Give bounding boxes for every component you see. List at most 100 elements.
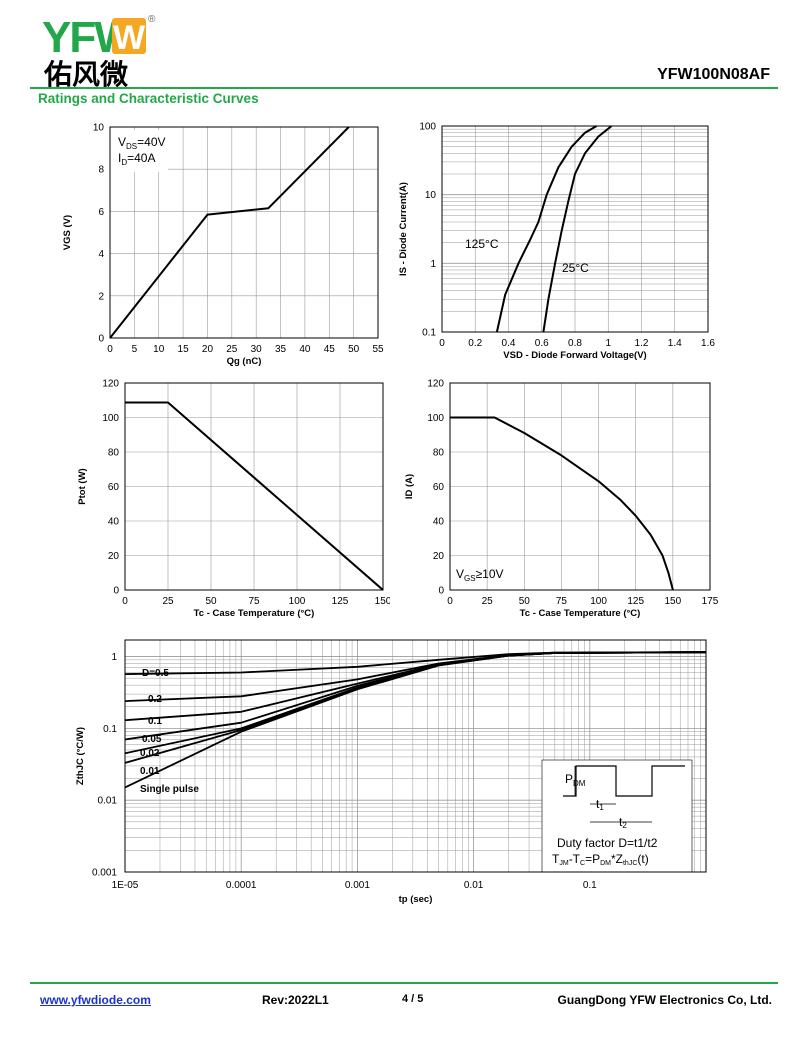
x-tick-label: 1.2 [635, 338, 649, 349]
y-tick-label: 20 [108, 551, 120, 562]
x-tick-label: 0.01 [464, 880, 484, 891]
x-tick-label: 0 [447, 596, 453, 607]
series-line-0 [450, 416, 674, 591]
x-tick-label: 50 [205, 596, 217, 607]
series-label-25c: 25°C [562, 261, 589, 275]
chart-annotation: VDS=40V ID=40A [110, 130, 168, 172]
x-tick-label: 125 [627, 596, 644, 607]
x-tick-label: 15 [178, 344, 190, 355]
section-title: Ratings and Characteristic Curves [38, 91, 259, 106]
annotation-vgs: VGS≥10V [456, 567, 504, 583]
y-tick-label: 100 [102, 413, 119, 424]
plot-frame [109, 126, 379, 339]
x-tick-label: 1.4 [668, 338, 682, 349]
x-tick-label: 1E-05 [112, 880, 139, 891]
x-tick-label: 0 [122, 596, 128, 607]
x-tick-label: 100 [590, 596, 607, 607]
y-axis-label: IS - Diode Current(A) [398, 182, 409, 276]
x-tick-label: 35 [275, 344, 287, 355]
x-tick-label: 0.0001 [226, 880, 257, 891]
transient-thermal-chart: PDM t1 t2 Duty factor D=t1/t2 TJM-TC=PDM… [75, 639, 707, 905]
y-axis-label: VGS (V) [62, 215, 73, 250]
y-tick-label: 120 [102, 379, 119, 390]
y-tick-label: 8 [98, 165, 104, 176]
y-tick-label: 0.001 [92, 868, 117, 879]
y-axis-label: ZthJC (°C/W) [75, 727, 86, 785]
y-axis-label: ID (A) [404, 474, 415, 499]
y-tick-label: 60 [108, 482, 120, 493]
footer-company: GuangDong YFW Electronics Co, Ltd. [557, 993, 772, 1007]
x-tick-label: 5 [132, 344, 138, 355]
x-tick-label: 0.001 [345, 880, 370, 891]
company-logo: YFW W ® 佑风微 [42, 13, 156, 88]
x-tick-label: 50 [348, 344, 360, 355]
series-label-0: D=0.5 [142, 668, 169, 679]
x-tick-label: 10 [153, 344, 165, 355]
registered-mark: ® [148, 14, 156, 25]
header-divider [30, 87, 778, 89]
duty-factor-inset: PDM t1 t2 Duty factor D=t1/t2 TJM-TC=PDM… [541, 759, 693, 873]
x-axis-label: Tc - Case Temperature (°C) [520, 608, 641, 619]
plot-frame [441, 125, 709, 333]
x-tick-label: 25 [482, 596, 494, 607]
series-label-6: Single pulse [140, 784, 199, 795]
annotation-id: ID=40A [118, 151, 155, 167]
x-tick-label: 55 [372, 344, 384, 355]
series-label-5: 0.01 [140, 766, 160, 777]
y-axis-label: Ptot (W) [77, 468, 88, 504]
series-label-4: 0.02 [140, 748, 160, 759]
diode-forward-chart: 0 0.2 0.4 0.6 0.8 1 1.2 1.4 1.6 0.1 1 10 100 VSD - Di… [398, 122, 715, 362]
x-tick-label: 0 [107, 344, 113, 355]
pulse-waveform [563, 765, 685, 797]
x-tick-label: 25 [226, 344, 238, 355]
y-tick-label: 1 [111, 652, 117, 663]
logo-chinese-name: 佑风微 [43, 59, 128, 88]
series-line-0 [109, 126, 350, 339]
x-tick-label: 0 [439, 338, 445, 349]
y-tick-label: 40 [108, 517, 120, 528]
x-tick-label: 30 [251, 344, 263, 355]
logo-orange-block [112, 18, 146, 54]
series-line-0 [125, 401, 384, 591]
y-tick-label: 120 [427, 379, 444, 390]
y-tick-label: 1 [430, 259, 436, 270]
y-tick-label: 10 [93, 123, 105, 134]
y-tick-label: 0 [438, 586, 444, 597]
series-line-single-pulse [124, 651, 707, 789]
y-tick-label: 100 [419, 122, 436, 133]
x-tick-label: 0.1 [583, 880, 597, 891]
x-tick-label: 100 [289, 596, 306, 607]
current-derating-chart: VGS≥10V 0 25 50 75 100 125 150 175 0 20 40 60 80 100 1… [404, 379, 719, 620]
y-tick-label: 2 [98, 291, 104, 302]
series-line-0-2 [124, 651, 707, 702]
x-tick-label: 150 [665, 596, 682, 607]
series-label-3: 0.05 [142, 734, 162, 745]
y-tick-label: 4 [98, 249, 104, 260]
y-tick-label: 20 [433, 551, 445, 562]
footer-page-number: 4 / 5 [402, 993, 424, 1005]
footer-website-link[interactable]: www.yfwdiode.com [40, 993, 151, 1007]
x-axis-label: tp (sec) [399, 894, 433, 905]
x-tick-label: 0.2 [468, 338, 482, 349]
x-tick-label: 50 [519, 596, 531, 607]
x-tick-label: 0.4 [502, 338, 516, 349]
y-tick-label: 0.1 [103, 724, 117, 735]
series-line-0-05 [124, 651, 707, 741]
series-line-25-c [542, 125, 613, 333]
part-number: YFW100N08AF [657, 66, 770, 83]
x-axis-label: Qg (nC) [227, 356, 262, 367]
footer-divider [30, 982, 778, 984]
power-derating-chart: 0 25 50 75 100 125 150 0 20 40 60 80 100 120 Tc - Case… [77, 379, 390, 620]
x-tick-label: 175 [702, 596, 719, 607]
y-tick-label: 40 [433, 517, 445, 528]
x-tick-label: 0.6 [535, 338, 549, 349]
y-tick-label: 60 [433, 482, 445, 493]
x-tick-label: 40 [299, 344, 311, 355]
x-tick-label: 0.8 [568, 338, 582, 349]
x-tick-label: 45 [324, 344, 336, 355]
series-label-2: 0.1 [148, 716, 162, 727]
y-tick-label: 6 [98, 207, 104, 218]
x-tick-label: 75 [556, 596, 568, 607]
x-tick-label: 20 [202, 344, 214, 355]
annotation-vds: VDS=40V [118, 135, 166, 151]
